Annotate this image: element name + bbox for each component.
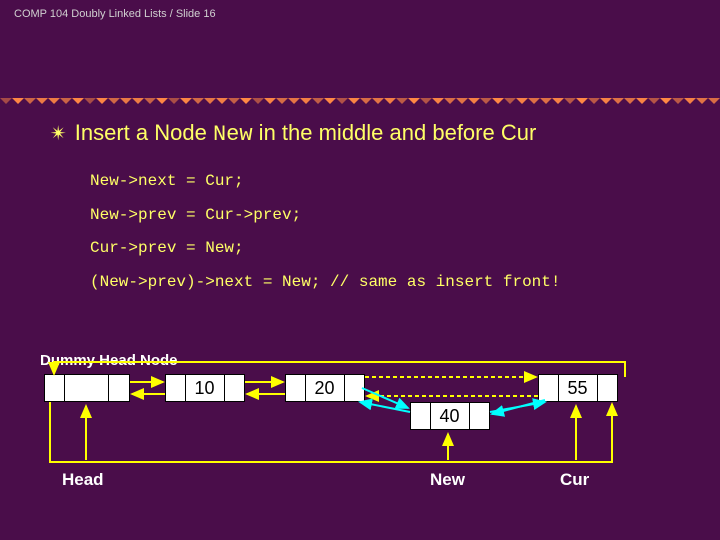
code-line-1: New->next = Cur;: [90, 165, 560, 199]
head-label: Head: [62, 470, 104, 490]
title-mono: New: [213, 122, 253, 147]
separator-bar: [0, 98, 720, 106]
code-line-3: Cur->prev = New;: [90, 232, 560, 266]
code-line-2: New->prev = Cur->prev;: [90, 199, 560, 233]
arrows-svg: [40, 352, 700, 522]
code-line-4: (New->prev)->next = New; // same as inse…: [90, 266, 560, 300]
cur-label: Cur: [560, 470, 589, 490]
title-text: Insert a Node New in the middle and befo…: [75, 120, 537, 147]
breadcrumb: COMP 104 Doubly Linked Lists / Slide 16: [14, 8, 216, 20]
title-prefix: Insert a Node: [75, 120, 213, 145]
code-block: New->next = Cur; New->prev = Cur->prev; …: [90, 165, 560, 299]
slide-header: COMP 104 Doubly Linked Lists / Slide 16: [0, 0, 720, 24]
title-suffix: in the middle and before Cur: [253, 120, 537, 145]
bullet-icon: ✴: [50, 121, 67, 146]
slide-title: ✴ Insert a Node New in the middle and be…: [50, 120, 700, 147]
new-label: New: [430, 470, 465, 490]
